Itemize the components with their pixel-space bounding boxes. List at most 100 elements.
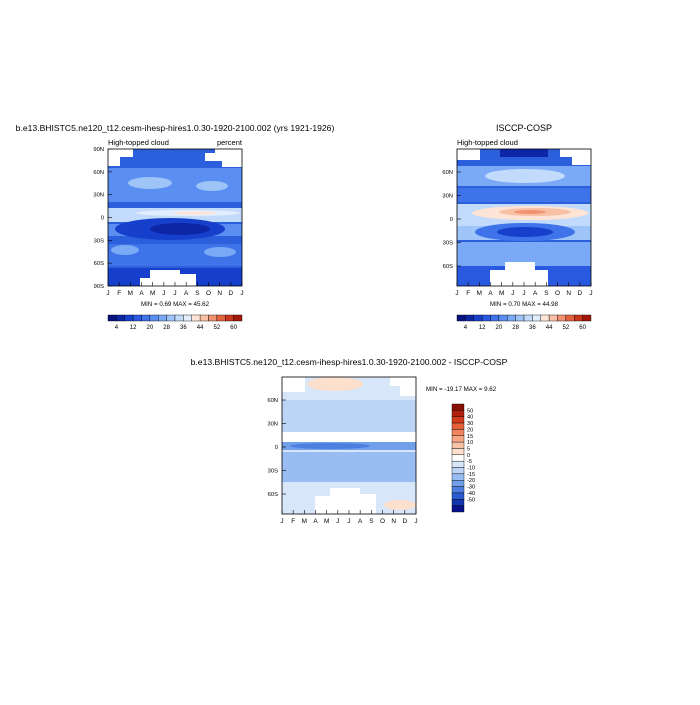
panel3-colorbar-label: 50 [467,408,473,414]
panel3-x-tick-label: D [403,518,408,525]
panel3-colorbar-swatch [451,480,465,487]
panel1-colorbar-label: 52 [214,325,221,331]
panel2-y-axis: 60N 30N 0 30S 60S [442,170,461,270]
panel3-x-tick-label: M [302,518,307,525]
panel3-colorbar-swatch [451,473,465,481]
panel2-min-max: MIN = 0.70 MAX = 44.98 [490,301,559,308]
panel3-nh-polar-mask-left [282,377,305,392]
panel3-colorbar-swatch [451,441,465,449]
panel2-y-tick-label: 0 [450,217,453,223]
panel1-title: b.e13.BHISTC5.ne120_t12.cesm-ihesp-hires… [16,123,335,133]
panel1-x-tick-label: J [173,290,176,297]
panel3-positive-cell [307,377,363,391]
panel1-itcz-peak [173,211,217,215]
panel1-nh-polar-mask-right [205,149,242,167]
panel2-colorbar-swatch [523,314,533,322]
panel1-y-tick-label: 30S [94,238,104,244]
panel1-units-label: percent [217,138,243,147]
panel2-x-tick-label: J [522,290,525,297]
panel2-sh-polar-mask [490,262,548,286]
panel2-colorbar-label: 20 [496,325,503,331]
panel1-x-tick-label: S [195,290,199,297]
panel1-colorbar-swatch [116,314,125,322]
panel2-colorbar-swatch [507,314,516,322]
panel3-colorbar-label: -15 [467,472,475,478]
panel3-sh-band [282,452,416,482]
panel1-colorbar-swatch [208,314,218,322]
panel1-colorbar-label: 20 [147,325,154,331]
panel1-nh-light-cell2 [196,181,228,191]
panel3-colorbar-label: -10 [467,466,475,472]
panel2-colorbar-swatch [490,314,500,322]
panel2-nh-polar-mask-left [457,149,480,160]
panel3-colorbar-label: -40 [467,491,475,497]
panel1-colorbar-swatch [174,314,184,322]
panel3-colorbar-label: 15 [467,434,473,440]
panel2-x-tick-label: D [578,290,583,297]
panel1-colorbar-swatch [132,314,142,322]
panel1-plot-field [108,149,242,286]
panel3-colorbar-swatch [451,448,465,456]
panel1-y-tick-label: 60N [93,170,104,176]
panel1-colorbar-swatch [183,314,192,322]
panel1-nh-polar-mask [108,149,133,166]
panel2-itcz-max [514,210,546,214]
panel3-x-tick-label: S [369,518,373,525]
panel3-colorbar-label: -5 [467,459,472,465]
panel2-nh-polar-mask-right [560,149,591,165]
panel3-x-tick-label: J [336,518,339,525]
panel3-x-tick-label: J [347,518,350,525]
panel2-colorbar-swatch [515,314,525,322]
panel1-y-tick-label: 90N [93,147,104,153]
panel2-x-tick-label: A [533,290,538,297]
panel3-colorbar-label: 10 [467,440,473,446]
panel1-colorbar-label: 44 [197,325,204,331]
panel3-x-tick-label: O [380,518,385,525]
panel1-nh-light-cell [128,177,172,189]
panel3-colorbar-swatch [451,467,465,475]
panel1-y-tick-label: 90S [94,284,104,290]
panel2-x-tick-label: A [488,290,493,297]
panel3-colorbar-swatch [451,492,465,500]
panel2-x-tick-label: J [455,290,458,297]
panel1-colorbar-swatch [233,314,243,322]
panel1-sh-light-cell [111,245,139,255]
panel3-x-tick-label: M [324,518,329,525]
panel3-x-tick-label: J [414,518,417,525]
panel2-x-tick-label: J [511,290,514,297]
panel3-y-tick-label: 60N [267,398,278,404]
panel1-x-tick-label: O [206,290,211,297]
panel2-y-tick-label: 30S [443,241,453,247]
panel3-sh-positive [384,500,416,510]
panel2-x-tick-label: M [499,290,504,297]
panel1-colorbar-swatch [216,314,226,322]
panel3-colorbar-label: -20 [467,478,475,484]
panel2-colorbar-swatch [548,314,558,322]
panel1-colorbar-label: 28 [163,325,170,331]
panel3-colorbar-swatch [451,429,465,436]
panel1-x-tick-label: M [128,290,133,297]
panel2-colorbar-label: 36 [529,325,536,331]
panel3-colorbar-swatch [451,435,465,443]
panel3-colorbar-label: 40 [467,415,473,421]
panel3-colorbar-swatch [451,403,465,411]
panel1-sh-polar-mask [140,270,196,286]
panel1-subtropic-core [150,223,210,235]
panel1-left-label: High-topped cloud [108,138,169,147]
panel2-subtropic-core [497,227,553,237]
panel2-nh-light-cell [485,169,565,183]
panel2-nh-blue [457,188,591,202]
panel1-min-max: MIN = 0.69 MAX = 45.62 [141,301,210,308]
panel2-y-tick-label: 60S [443,264,453,270]
panel1-x-tick-label: F [117,290,121,297]
panel3-colorbar-label: 5 [467,446,470,452]
panel3-sh-polar-mask [315,488,376,514]
panel3-plot-field [282,377,416,514]
panel2-x-tick-label: S [544,290,548,297]
panel3-colorbar-swatch [451,486,465,494]
panel2-colorbar-swatch [498,314,508,322]
panel3-colorbar-swatch [451,410,465,417]
panel1-sh-light-cell2 [204,247,236,257]
panel2-colorbar-label: 44 [546,325,553,331]
panel1-colorbar-label: 36 [180,325,187,331]
